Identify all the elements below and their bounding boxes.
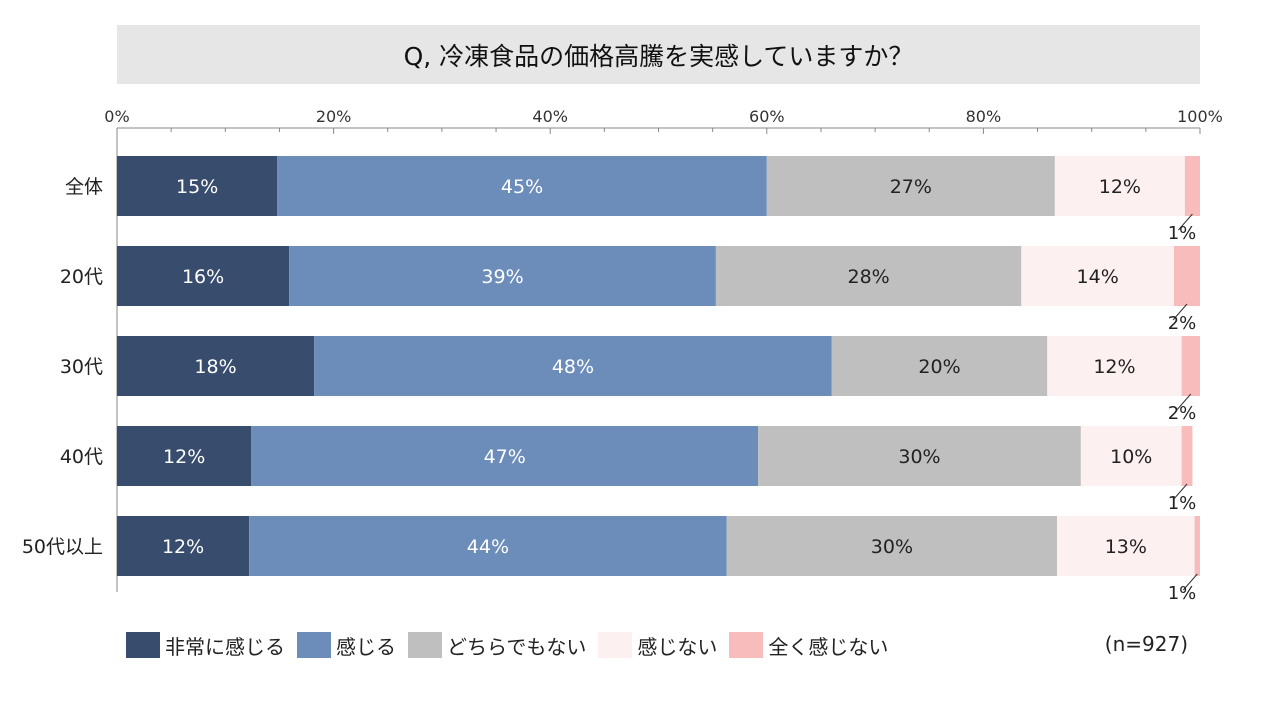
legend-item: 全く感じない: [729, 631, 888, 660]
bar-segment: [1174, 246, 1200, 306]
category-label: 40代: [60, 446, 103, 468]
category-label: 全体: [65, 176, 103, 198]
x-tick-label: 40%: [532, 107, 568, 126]
stacked-bar-chart: 0% 20% 40% 60% 80% 100% 全体 15% 45% 27% 12% 1% 20代 16%…: [22, 107, 1223, 604]
data-label: 30%: [898, 446, 940, 468]
leader-line: [1172, 303, 1188, 321]
bar-segment: [277, 156, 767, 216]
legend-item: 感じない: [598, 631, 717, 660]
legend-item: どちらでもない: [408, 631, 586, 660]
data-label: 13%: [1105, 536, 1147, 558]
bar-segment: [758, 426, 1081, 486]
bar-segment: [1047, 336, 1182, 396]
data-label: 27%: [890, 176, 932, 198]
bar-segment: [1080, 426, 1182, 486]
leader-line: [1182, 573, 1198, 591]
leader-line: [1176, 393, 1192, 411]
data-label: 12%: [163, 446, 205, 468]
data-label: 16%: [182, 266, 224, 288]
data-label: 30%: [871, 536, 913, 558]
bar-segment: [1181, 336, 1200, 396]
legend-label: 感じない: [637, 634, 718, 659]
chart-title: Q, 冷凍食品の価格高騰を実感していますか？: [117, 25, 1200, 84]
bar-segment: [117, 246, 290, 306]
category-label: 50代以上: [22, 536, 103, 558]
sample-size-note: (n=927): [1104, 632, 1188, 656]
x-tick-label: 80%: [966, 107, 1002, 126]
legend-label: 全く感じない: [768, 634, 889, 659]
legend-item: 非常に感じる: [126, 631, 285, 660]
bar-segment: [1021, 246, 1175, 306]
data-label: 20%: [918, 356, 960, 378]
leader-line: [1172, 483, 1188, 501]
bar-segment: [249, 516, 727, 576]
bar-segment: [1184, 156, 1200, 216]
legend-swatch: [598, 632, 633, 658]
bar-segment: [831, 336, 1048, 396]
bar-segment: [1181, 426, 1193, 486]
data-label: 1%: [1168, 583, 1197, 604]
data-label: 10%: [1110, 446, 1152, 468]
data-label: 45%: [501, 176, 543, 198]
legend-label: 非常に感じる: [165, 634, 285, 659]
category-label: 30代: [60, 356, 103, 378]
legend-label: 感じる: [336, 634, 396, 659]
data-label: 12%: [162, 536, 204, 558]
data-label: 44%: [467, 536, 509, 558]
bar-segment: [251, 426, 759, 486]
data-label: 14%: [1077, 266, 1119, 288]
legend-swatch: [297, 632, 331, 658]
bar-segment: [1194, 516, 1200, 576]
data-label: 12%: [1099, 176, 1141, 198]
x-tick-label: 20%: [316, 107, 352, 126]
bar-segment: [289, 246, 716, 306]
bar-segment: [766, 156, 1055, 216]
legend-swatch: [126, 632, 160, 658]
legend-item: 感じる: [297, 631, 396, 660]
bar-segment: [117, 426, 252, 486]
legend-label: どちらでもない: [447, 634, 587, 659]
bar-segment: [1054, 156, 1185, 216]
bar-segment: [726, 516, 1058, 576]
data-label: 48%: [552, 356, 594, 378]
data-label: 1%: [1168, 223, 1197, 244]
data-label: 2%: [1168, 403, 1197, 424]
data-label: 39%: [481, 266, 523, 288]
data-label: 1%: [1168, 493, 1197, 514]
data-label: 15%: [176, 176, 218, 198]
legend: 非常に感じる 感じる どちらでもない 感じない 全く感じない: [126, 630, 900, 660]
bar-segment: [117, 516, 250, 576]
leader-line: [1178, 213, 1193, 231]
data-label: 47%: [484, 446, 526, 468]
bar-segment: [117, 336, 315, 396]
x-tick-label: 60%: [749, 107, 785, 126]
legend-swatch: [729, 632, 764, 658]
x-tick-label: 100%: [1177, 107, 1223, 126]
x-tick-label: 0%: [104, 107, 129, 126]
legend-swatch: [408, 632, 442, 658]
bar-segment: [715, 246, 1022, 306]
bar-segment: [314, 336, 832, 396]
category-label: 20代: [60, 266, 103, 288]
data-label: 2%: [1168, 313, 1197, 334]
data-label: 18%: [194, 356, 236, 378]
data-label: 12%: [1093, 356, 1135, 378]
data-label: 28%: [847, 266, 889, 288]
bar-segment: [117, 156, 278, 216]
bar-segment: [1057, 516, 1195, 576]
